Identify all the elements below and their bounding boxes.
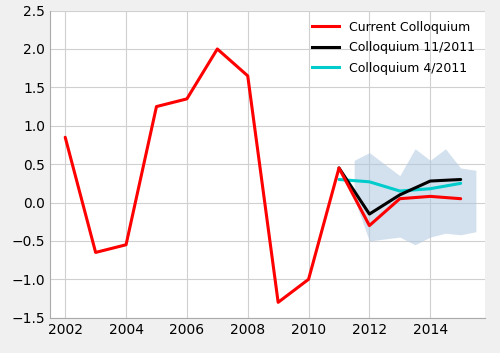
Legend: Current Colloquium, Colloquium 11/2011, Colloquium 4/2011: Current Colloquium, Colloquium 11/2011, …	[308, 17, 479, 78]
